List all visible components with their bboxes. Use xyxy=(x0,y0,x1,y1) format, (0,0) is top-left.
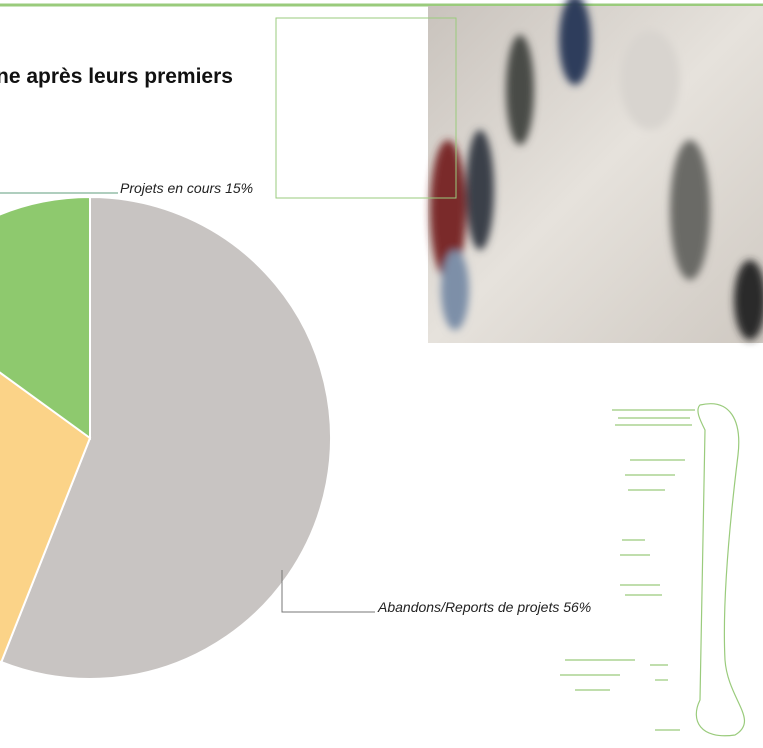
label-name: Projets en cours xyxy=(120,180,221,196)
figure-decoration xyxy=(560,404,744,736)
photo xyxy=(428,0,763,343)
label-name: Abandons/Reports de projets xyxy=(377,599,559,615)
slice-label: Abandons/Reports de projets 56% xyxy=(377,599,591,615)
label-value: 56% xyxy=(563,599,591,615)
label-value: 15% xyxy=(225,180,253,196)
chart: ne après leurs premiers Projets en cours… xyxy=(0,0,763,748)
slice-label: Projets en cours 15% xyxy=(120,180,253,196)
leader-line xyxy=(282,570,375,612)
chart-title: ne après leurs premiers xyxy=(0,65,233,88)
pie xyxy=(0,197,331,679)
page: {"chart_data": {"type": "pie", "title": … xyxy=(0,0,763,748)
